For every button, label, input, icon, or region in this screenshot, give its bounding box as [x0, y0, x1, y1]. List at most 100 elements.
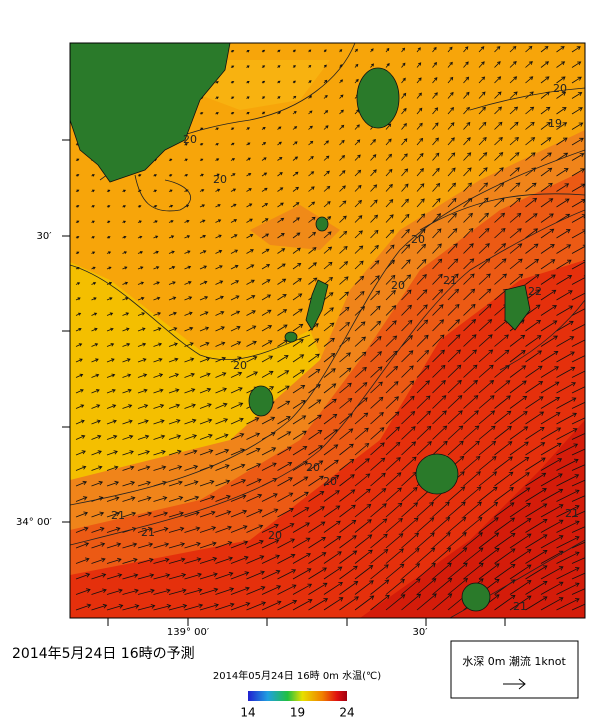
lat-label: 30′ — [37, 231, 53, 242]
current-arrow — [463, 212, 473, 223]
current-arrow — [432, 182, 441, 192]
current-arrow — [540, 46, 549, 53]
current-arrow — [277, 217, 285, 223]
current-arrow — [416, 425, 432, 440]
current-arrow — [122, 480, 136, 487]
current-arrow — [308, 95, 312, 99]
current-arrow — [494, 121, 503, 130]
current-arrow — [153, 327, 162, 332]
current-arrow — [246, 218, 253, 223]
current-arrow — [354, 139, 361, 146]
current-arrow — [354, 48, 358, 53]
current-arrow — [571, 244, 585, 254]
current-arrow — [447, 440, 464, 456]
current-arrow — [199, 526, 217, 533]
current-arrow — [122, 573, 139, 580]
current-arrow — [323, 368, 336, 378]
current-arrow — [556, 351, 575, 363]
current-arrow — [106, 236, 111, 239]
current-arrow — [277, 416, 291, 425]
current-arrow — [277, 385, 290, 394]
current-arrow — [509, 456, 530, 471]
current-arrow — [277, 523, 295, 533]
current-arrow — [447, 410, 463, 425]
current-arrow — [339, 382, 352, 394]
current-arrow — [215, 587, 235, 595]
current-arrow — [525, 426, 545, 440]
current-arrow — [385, 563, 405, 580]
current-arrow — [91, 511, 105, 518]
current-arrow — [463, 76, 470, 84]
current-arrow — [416, 47, 421, 53]
current-arrow — [184, 143, 188, 146]
current-arrow — [478, 152, 488, 161]
current-arrow — [494, 227, 506, 239]
current-arrow — [230, 571, 250, 580]
current-arrow — [168, 495, 184, 502]
current-arrow — [556, 567, 580, 580]
current-arrow — [447, 364, 462, 378]
current-arrow — [230, 402, 244, 409]
current-arrow — [323, 64, 327, 68]
current-arrow — [246, 555, 265, 564]
current-arrow — [571, 323, 585, 332]
current-arrow — [153, 388, 164, 394]
current-arrow — [478, 303, 492, 316]
current-arrow — [261, 447, 277, 456]
current-arrow — [122, 205, 127, 208]
current-arrow — [401, 319, 413, 332]
current-arrow — [463, 532, 483, 549]
current-arrow — [91, 282, 97, 285]
current-arrow — [91, 450, 102, 456]
current-arrow — [447, 501, 466, 518]
current-arrow — [106, 343, 115, 347]
current-arrow — [463, 91, 470, 99]
current-arrow — [292, 400, 306, 409]
current-arrow — [370, 442, 385, 456]
current-arrow — [540, 566, 564, 580]
current-arrow — [540, 381, 560, 394]
current-arrow — [556, 505, 580, 518]
current-arrow — [91, 312, 98, 316]
current-arrow — [416, 532, 435, 549]
current-arrow — [571, 557, 585, 564]
current-arrow — [447, 319, 460, 332]
current-arrow — [494, 212, 506, 223]
current-arrow — [215, 127, 219, 131]
current-arrow — [525, 274, 540, 285]
current-arrow — [385, 578, 405, 595]
current-arrow — [385, 594, 406, 611]
current-arrow — [478, 486, 498, 502]
current-arrow — [91, 389, 100, 394]
current-arrow — [168, 204, 174, 208]
current-arrow — [385, 183, 393, 192]
current-arrow — [75, 496, 88, 502]
current-arrow — [571, 603, 585, 611]
current-arrow — [91, 236, 95, 239]
current-arrow — [432, 152, 440, 161]
current-arrow — [556, 305, 574, 316]
current-arrow — [292, 171, 299, 177]
current-arrow — [292, 156, 299, 161]
current-arrow — [91, 174, 95, 177]
current-arrow — [106, 465, 119, 471]
current-arrow — [339, 581, 359, 595]
current-arrow — [292, 568, 312, 580]
lon-label: 139° 00′ — [167, 627, 210, 638]
current-arrow — [168, 158, 173, 162]
current-arrow — [571, 61, 582, 68]
current-arrow — [494, 395, 511, 409]
current-arrow — [447, 76, 454, 84]
current-arrow — [261, 233, 270, 239]
current-arrow — [494, 349, 510, 363]
current-arrow — [525, 472, 547, 487]
current-arrow — [230, 65, 235, 68]
current-arrow — [385, 457, 401, 471]
current-arrow — [370, 275, 380, 285]
current-arrow — [75, 220, 80, 224]
current-arrow — [478, 380, 495, 394]
current-arrow — [246, 539, 264, 549]
current-arrow — [106, 220, 111, 224]
current-arrow — [556, 320, 574, 332]
